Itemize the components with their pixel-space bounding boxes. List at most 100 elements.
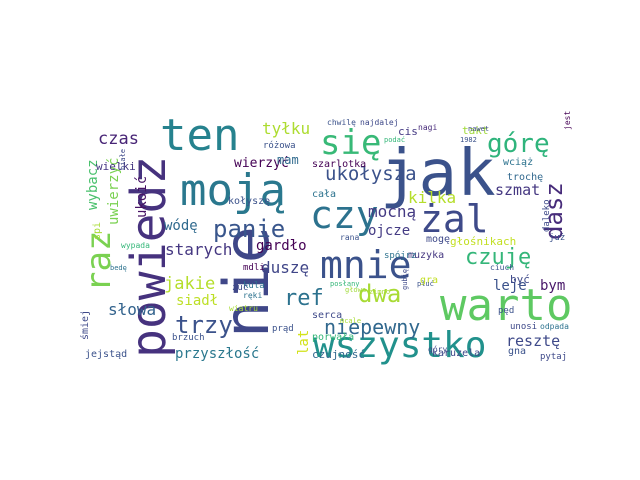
cloud-word: podać [384,136,405,144]
cloud-word: tyłku [262,119,310,138]
cloud-word: ręki [243,291,262,300]
cloud-word: resztę [506,332,560,350]
cloud-word: posłany [330,280,360,288]
cloud-word: cała [312,189,336,200]
cloud-word: najdalej [360,118,399,127]
cloud-word: pęd [498,306,514,316]
cloud-word: spójrz [384,250,417,261]
cloud-word: zuć [232,282,248,293]
cloud-word: jakie [164,274,215,294]
cloud-word: bedę [110,264,127,272]
cloud-word: lat [296,330,312,355]
cloud-word: nagi [418,123,437,132]
cloud-word: wybacz [85,159,101,210]
cloud-word: porwała [312,332,354,343]
cloud-word: góry [428,344,447,354]
cloud-word: prąd [272,324,294,334]
cloud-word: mcale [340,317,361,325]
cloud-word: serca [312,310,342,321]
cloud-word: wiatru [229,304,258,313]
cloud-word: już [549,233,565,243]
cloud-word: unosi [510,322,537,332]
cloud-word: mogę [426,234,450,245]
cloud-word: czujność [312,348,365,361]
cloud-word: śmiej [79,310,91,340]
cloud-word: pluć [417,280,434,288]
cloud-word: niepewny [324,315,420,339]
cloud-word: trzy [175,311,233,339]
cloud-word: raz [79,231,119,292]
cloud-word: wciąż [503,157,533,168]
cloud-word: ukoić [134,176,150,218]
cloud-word: gna [508,346,526,357]
cloud-word: nawet [468,125,489,133]
cloud-word: 1982 [460,136,477,144]
cloud-word: wielki [96,160,136,173]
cloud-word: kołyszę [228,196,270,207]
cloud-word: uwierzyć [106,158,122,225]
cloud-word: szarlotka [312,159,366,170]
cloud-word: duszę [261,258,309,277]
cloud-word: ojcze [368,223,410,239]
cloud-word: głośnikach [450,235,516,248]
cloud-word: dwa [358,280,401,308]
cloud-word: czy [310,193,379,237]
cloud-word: się [320,123,381,163]
cloud-word: muzyka [408,250,444,261]
cloud-word: jest [563,111,572,130]
cloud-word: szmat [495,181,540,199]
cloud-word: karuzela [432,348,480,359]
cloud-word: przyszłość [175,346,259,362]
cloud-word: gardło [256,238,307,254]
cloud-word: różowa [263,140,296,151]
cloud-word: ref [284,286,324,311]
cloud-word: słowa [108,300,156,319]
cloud-word: żal [420,197,489,241]
cloud-word: leje [493,278,527,294]
cloud-word: odpada [540,322,569,331]
cloud-word: wódę [164,218,198,234]
cloud-word: wypada [121,241,150,250]
cloud-word: powiedz [121,156,177,358]
cloud-word: czas [98,129,139,149]
cloud-word: mam [277,153,299,167]
cloud-word: gubię [401,269,409,290]
cloud-word: ten [160,110,239,161]
cloud-word: bym [540,278,565,294]
cloud-word: głowa [345,286,366,294]
cloud-word: cis [398,125,418,138]
cloud-word: panie [213,215,285,243]
cloud-word: mdli [243,263,265,273]
cloud-word: białe [119,149,127,170]
cloud-word: być [510,273,530,286]
cloud-word: gra [420,275,438,286]
cloud-word: nie [210,226,283,338]
cloud-word: mnie [320,243,412,287]
cloud-word: kilka [408,188,456,207]
cloud-word: brzuch [172,333,205,343]
cloud-word: pytaj [540,352,567,362]
cloud-word: takt [462,124,489,137]
cloud-word: ciuch [490,263,514,272]
cloud-word: moją [180,165,286,216]
cloud-word: jejstąd [85,349,127,360]
cloud-word: ukołysza [325,163,417,185]
cloud-word: siadł [176,293,218,309]
cloud-word: dasz [540,182,568,240]
cloud-word: wszystko [313,325,486,366]
cloud-word: śpi [91,222,103,240]
cloud-word: czuję [465,245,531,270]
cloud-word: warto [440,280,572,331]
cloud-word: górę [487,129,550,159]
cloud-word: trochę [507,172,543,183]
cloud-word: mocną [368,202,416,221]
cloud-word: starych [165,240,232,259]
cloud-word: rana [340,233,359,242]
cloud-word: chwilę [327,118,356,127]
cloud-word: wierzyć [234,156,289,171]
cloud-word: jak [380,137,496,211]
cloud-word: kula [243,281,265,291]
cloud-word: daleko [542,199,552,232]
cloud-word: zimno [369,288,390,296]
